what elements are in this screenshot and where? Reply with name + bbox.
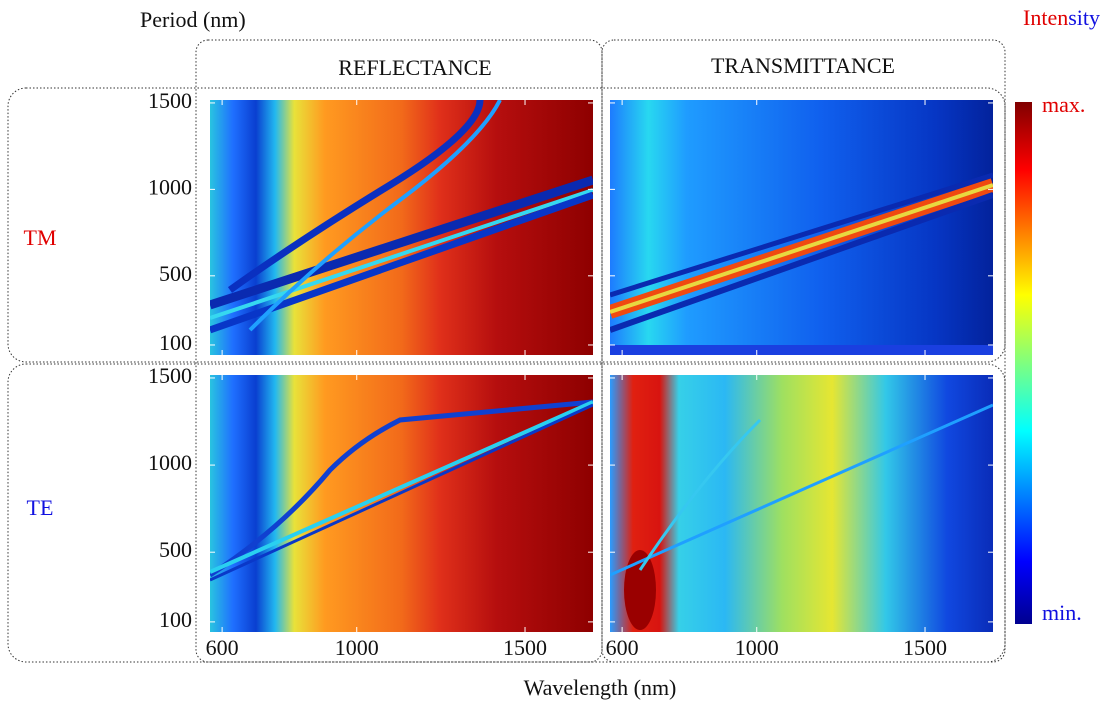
- row-label: TE: [27, 495, 54, 520]
- colorbar-title: Intensity: [1023, 5, 1100, 30]
- colorbar: [1015, 102, 1032, 624]
- y-axis-label: Period (nm): [140, 7, 246, 32]
- heatmap: [610, 375, 993, 632]
- x-axis-label: Wavelength (nm): [524, 675, 677, 700]
- row-label: TM: [24, 225, 57, 250]
- y-tick-label: 500: [159, 537, 192, 562]
- y-tick-label: 500: [159, 261, 192, 286]
- x-tick-label: 1500: [903, 635, 947, 660]
- row-frame: [7, 87, 1006, 363]
- y-tick-label: 1500: [148, 363, 192, 388]
- row-frame: [7, 363, 1006, 663]
- y-tick-label: 1000: [148, 174, 192, 199]
- colorbar-title-part: sity: [1068, 5, 1100, 30]
- y-tick-label: 1000: [148, 450, 192, 475]
- heatmap: [210, 375, 593, 632]
- colorbar-title-part: Inten: [1023, 5, 1068, 30]
- colorbar-max: max.: [1042, 92, 1085, 117]
- x-tick-label: 1000: [335, 635, 379, 660]
- colorbar-min: min.: [1042, 600, 1082, 625]
- y-tick-label: 100: [159, 330, 192, 355]
- heatmap: [610, 100, 993, 355]
- x-tick-label: 600: [206, 635, 239, 660]
- x-tick-label: 600: [606, 635, 639, 660]
- column-header: REFLECTANCE: [338, 55, 491, 80]
- column-frame: [195, 39, 603, 663]
- x-tick-label: 1500: [503, 635, 547, 660]
- y-tick-label: 1500: [148, 88, 192, 113]
- column-header: TRANSMITTANCE: [711, 53, 895, 78]
- x-tick-label: 1000: [735, 635, 779, 660]
- y-tick-label: 100: [159, 607, 192, 632]
- column-frame: [601, 39, 1006, 663]
- heatmap: [210, 100, 593, 355]
